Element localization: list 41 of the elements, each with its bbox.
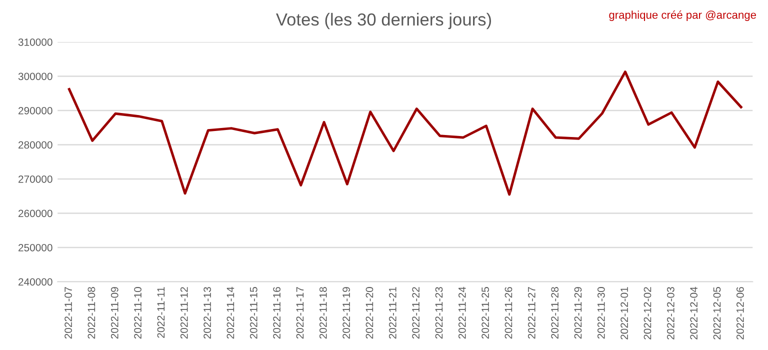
y-tick-label: 310000 [18,38,52,46]
x-tick-label: 2022-11-10 [134,287,142,339]
x-tick-label: 2022-11-21 [388,287,396,339]
x-tick-label: 2022-11-27 [528,287,536,339]
x-tick-label: 2022-11-19 [342,287,350,339]
x-tick-label: 2022-11-28 [551,287,559,339]
y-tick-label: 290000 [18,107,52,114]
y-tick-label: 270000 [18,176,52,183]
x-tick-label: 2022-11-11 [157,287,165,338]
y-tick-label: 250000 [18,244,52,252]
x-tick-label: 2022-11-13 [204,287,211,339]
x-tick-label: 2022-11-23 [435,287,443,339]
x-tick-label: 2022-12-02 [644,287,652,340]
x-tick-label: 2022-11-09 [110,287,118,339]
x-tick-label: 2022-11-20 [366,287,374,339]
x-tick-label: 2022-11-22 [412,287,420,339]
x-tick-label: 2022-12-03 [666,287,674,340]
x-tick-label: 2022-11-17 [296,287,304,339]
x-tick-label: 2022-11-08 [88,287,96,339]
x-tick-label: 2022-11-07 [64,287,72,339]
line-series [68,70,742,196]
x-tick-label: 2022-11-29 [574,287,582,339]
x-tick-label: 2022-11-25 [482,287,490,339]
x-tick-label: 2022-12-04 [690,286,698,340]
y-tick-label: 240000 [18,278,52,286]
x-tick-label: 2022-11-26 [504,287,512,339]
chart-title: Votes (les 30 derniers jours) [276,12,492,30]
x-tick-label: 2022-12-06 [736,287,744,340]
x-tick-label: 2022-11-14 [226,286,234,339]
x-tick-label: 2022-11-15 [250,287,258,339]
x-tick-label: 2022-11-16 [273,287,280,339]
x-tick-label: 2022-11-24 [458,286,466,339]
y-tick-label: 300000 [18,72,52,80]
x-tick-label: 2022-11-30 [597,287,605,339]
x-tick-label: 2022-11-18 [319,287,327,339]
x-tick-label: 2022-12-05 [713,287,721,340]
text: graphique créé par @arcange [609,10,756,21]
x-tick-label: 2022-12-01 [620,287,628,340]
x-tick-label: 2022-11-12 [180,287,188,339]
y-tick-label: 280000 [18,141,52,149]
y-tick-label: 260000 [18,210,52,218]
